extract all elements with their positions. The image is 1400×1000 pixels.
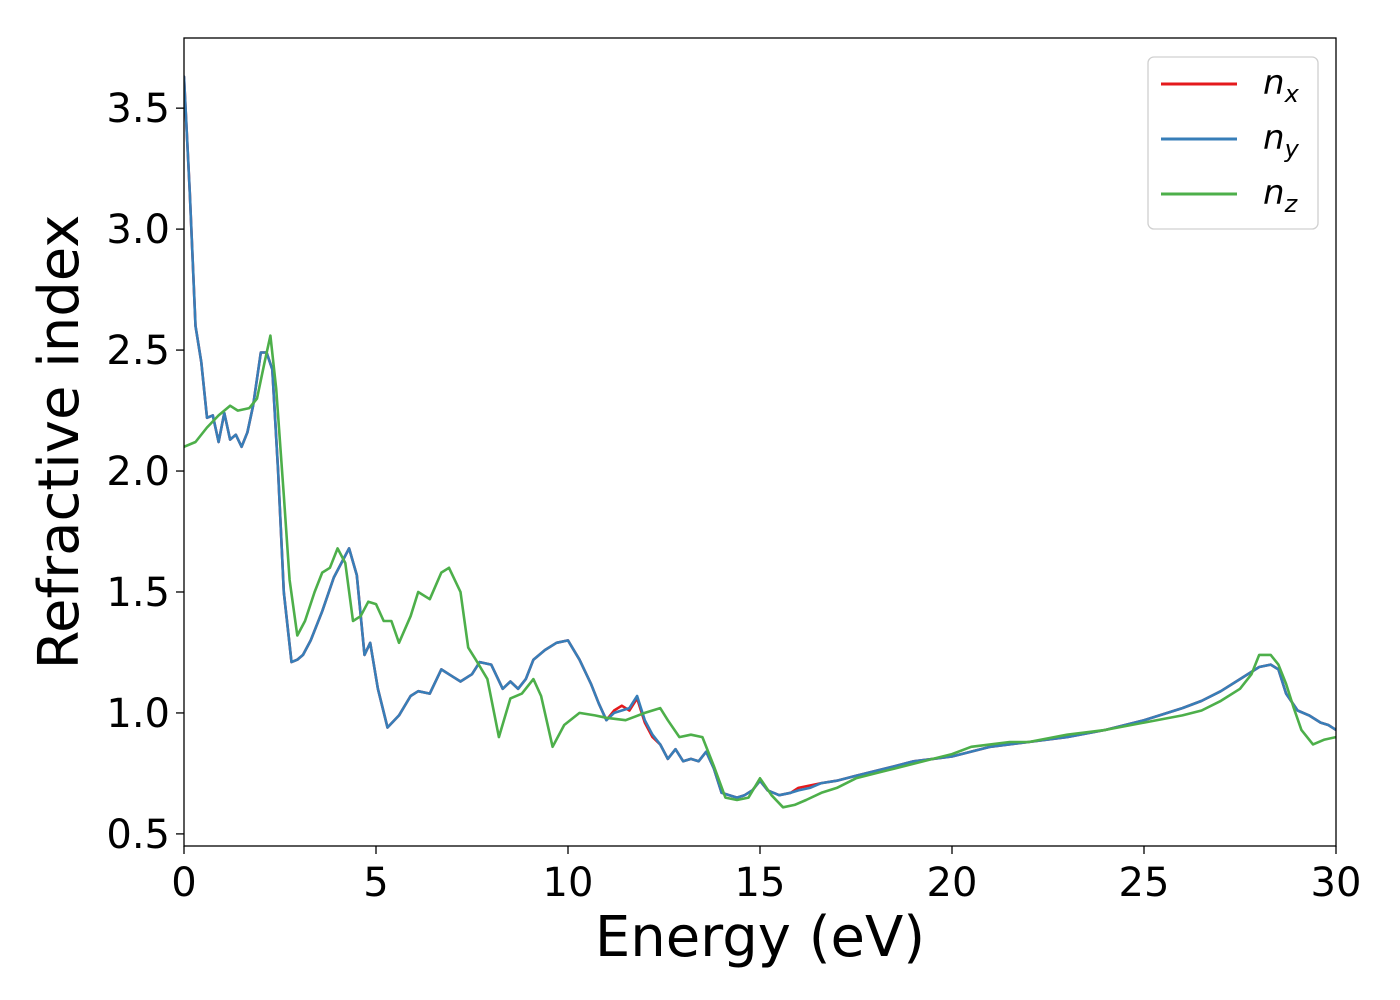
series-lines <box>184 75 1336 809</box>
x-tick-label: 10 <box>543 860 594 906</box>
y-tick-label: 0.5 <box>106 812 170 858</box>
legend-label-nz: nz <box>1263 173 1299 218</box>
x-tick-label: 30 <box>1311 860 1362 906</box>
series-line-ny <box>184 75 1336 799</box>
x-axis-label: Energy (eV) <box>595 905 925 970</box>
y-tick-label: 1.5 <box>106 570 170 616</box>
x-tick-label: 20 <box>927 860 978 906</box>
y-tick-label: 1.0 <box>106 691 170 737</box>
y-tick-label: 2.5 <box>106 328 170 374</box>
legend-label-nx: nx <box>1263 63 1300 108</box>
x-tick-label: 15 <box>735 860 786 906</box>
series-line-nz <box>184 334 1336 809</box>
legend-box <box>1147 56 1319 230</box>
x-tick-label: 25 <box>1119 860 1170 906</box>
x-tick-label: 0 <box>171 860 196 906</box>
y-axis-label: Refractive index <box>27 215 92 670</box>
y-axis: 0.5 1.0 1.5 2.0 2.5 3.0 3.5 <box>106 86 184 858</box>
y-tick-label: 2.0 <box>106 449 170 495</box>
legend-label-ny: ny <box>1263 118 1300 163</box>
x-tick-label: 5 <box>363 860 388 906</box>
y-tick-label: 3.0 <box>106 207 170 253</box>
y-tick-label: 3.5 <box>106 86 170 132</box>
x-axis: 0 5 10 15 20 25 30 <box>171 846 1361 906</box>
legend: nx ny nz <box>1147 56 1319 230</box>
